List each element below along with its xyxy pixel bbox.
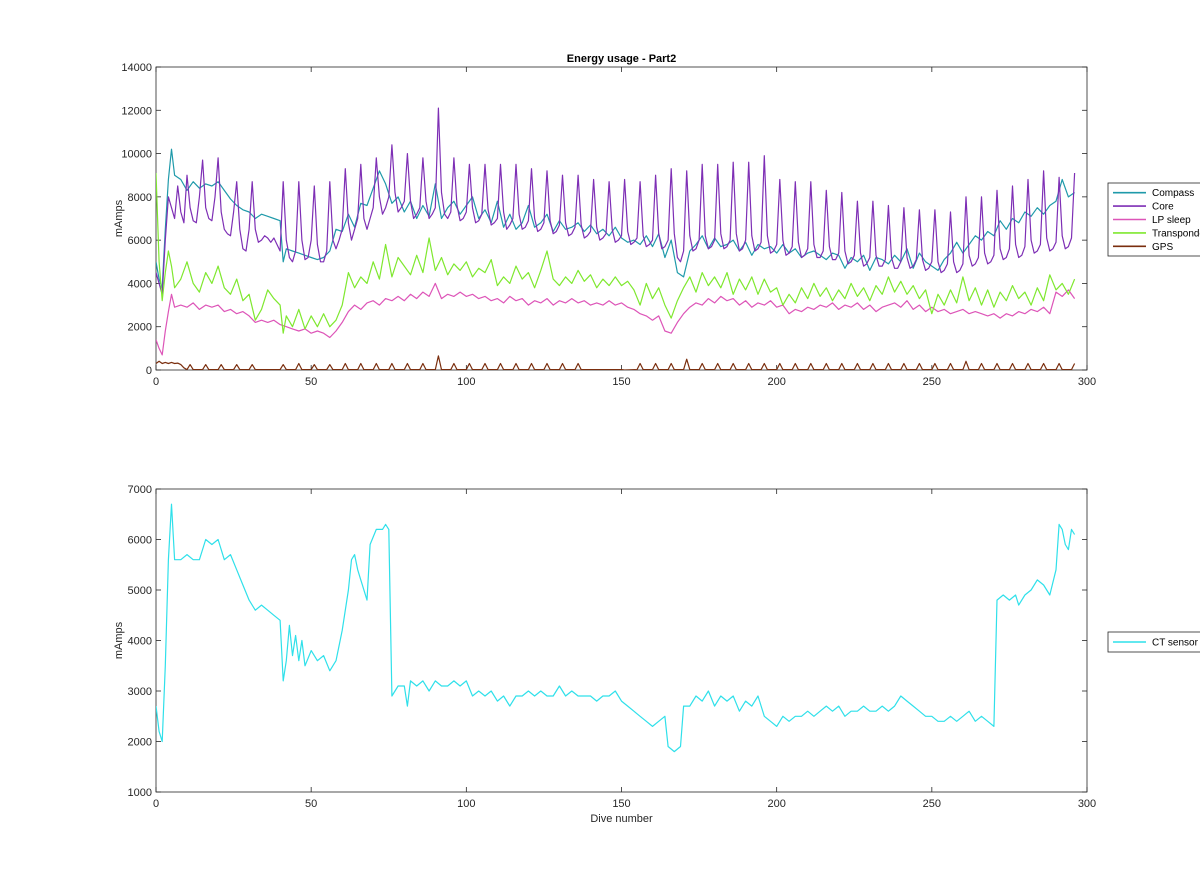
y-tick-label: 8000: [128, 192, 152, 204]
x-tick-label: 100: [457, 798, 475, 810]
y-tick-label: 1000: [128, 787, 152, 799]
y-tick-label: 7000: [128, 484, 152, 496]
x-axis-label: Dive number: [590, 813, 653, 825]
y-tick-label: 5000: [128, 585, 152, 597]
x-tick-label: 300: [1078, 376, 1096, 388]
legend-label-ct-sensor: CT sensor: [1152, 638, 1199, 649]
plot-area: [155, 488, 1088, 793]
legend-box: [1107, 182, 1200, 257]
y-tick-label: 0: [146, 365, 152, 377]
x-tick-label: 250: [923, 376, 941, 388]
x-tick-label: 0: [153, 798, 159, 810]
legend-label-compass: Compass: [1152, 188, 1194, 199]
legend-label-gps: GPS: [1152, 242, 1173, 253]
y-tick-label: 6000: [128, 535, 152, 547]
legend-label-lp-sleep: LP sleep: [1152, 215, 1191, 226]
y-axis-label: mAmps: [113, 621, 125, 659]
series-line-core: [156, 107, 1076, 295]
x-tick-label: 150: [612, 798, 630, 810]
x-tick-label: 50: [305, 376, 317, 388]
y-tick-label: 3000: [128, 686, 152, 698]
x-tick-label: 0: [153, 376, 159, 388]
y-tick-label: 10000: [121, 149, 152, 161]
series-line-transponder: [156, 172, 1076, 334]
x-tick-label: 150: [612, 376, 630, 388]
chart-title: Energy usage - Part2: [567, 53, 676, 65]
x-tick-label: 250: [923, 798, 941, 810]
legend-label-core: Core: [1152, 202, 1174, 213]
y-axis-label: mAmps: [113, 199, 125, 237]
legend-label-transponder: Transponder: [1152, 228, 1200, 239]
series-line-ct-sensor: [156, 503, 1076, 753]
x-tick-label: 200: [767, 376, 785, 388]
chart-energy-usage: 0 50 100 150 200 250 300 0 2000 4000 6000 8000 10000…: [113, 53, 1200, 388]
y-tick-label: 2000: [128, 322, 152, 334]
y-tick-label: 14000: [121, 62, 152, 74]
series-line-lp-sleep: [156, 282, 1076, 356]
legend: Compass Core LP sleep Transponder GPS: [1107, 182, 1200, 257]
x-tick-label: 300: [1078, 798, 1096, 810]
x-tick-label: 100: [457, 376, 475, 388]
legend-box: [1107, 631, 1200, 653]
y-tick-label: 4000: [128, 636, 152, 648]
legend: CT sensor: [1107, 631, 1200, 653]
y-tick-label: 12000: [121, 105, 152, 117]
series-line-gps: [156, 355, 1076, 370]
y-tick-label: 4000: [128, 278, 152, 290]
y-tick-label: 6000: [128, 235, 152, 247]
plot-area: [155, 66, 1088, 371]
chart-ct-sensor: 0 50 100 150 200 250 300 1000 2000 3000 4000 5000 60…: [113, 484, 1200, 825]
y-tick-label: 2000: [128, 737, 152, 749]
x-tick-label: 50: [305, 798, 317, 810]
x-tick-label: 200: [767, 798, 785, 810]
